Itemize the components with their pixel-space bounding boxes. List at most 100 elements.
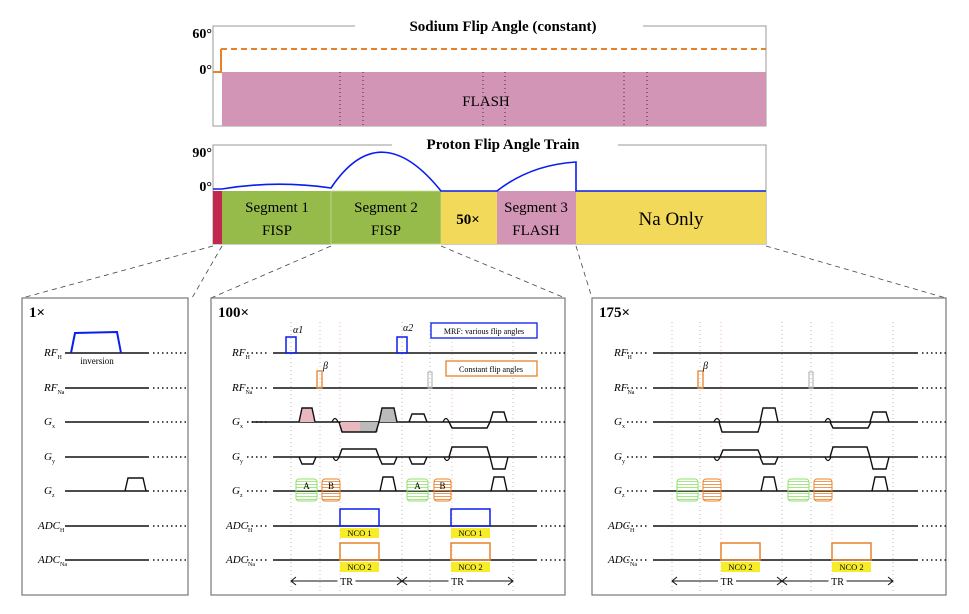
tr-label: TR [451,577,464,588]
segment-3-block [497,191,576,244]
row-label-main: ADC [37,554,61,566]
row-label-adc-h: ADCH [37,520,65,534]
panel-frame [210,297,566,596]
repeat-label: 50× [456,212,480,228]
na-only-label: Na Only [639,209,704,230]
gy-readout [719,449,762,458]
rf-h-pulse-alpha1 [285,336,297,354]
repeat-count: 1× [29,305,45,321]
rf-na-pulse-beta [697,370,704,389]
segment-3-type: FLASH [512,223,560,239]
adc-h-window-label: NCO 1 [347,528,371,538]
gx-blip [713,417,721,423]
row-label-gy: Gy [44,451,55,465]
gy-rewinder [378,456,398,465]
row-label-sub: H [60,528,65,534]
row-label-main: G [614,451,622,463]
repeat-count: 175× [599,305,630,321]
alpha2-label: α2 [403,323,413,334]
segment-1-block [222,191,331,244]
adc-na-window-label: NCO 2 [728,562,752,572]
proton-flip-angle-panel: Proton Flip Angle Train 90° 0° Segment 1… [192,134,767,245]
inversion-block [213,191,222,244]
row-label-main: G [232,451,240,463]
gy-rewinder-2 [489,456,509,470]
row-label-main: RF [613,347,628,359]
row-label-main: G [44,416,52,428]
sodium-flash-block [222,72,766,126]
adc-na-window-2-label-bg [451,562,490,572]
row-label-main: G [232,416,240,428]
row-label-sub: H [248,528,253,534]
row-label-main: G [44,485,52,497]
tr-arrow-heads [401,576,514,586]
legend-mrf-box [430,322,538,339]
gx-readout-fill-a [341,422,360,432]
sodium-y-min-label: 0° [199,63,212,78]
row-label-sub: Na [60,562,67,568]
tr-label-bg [718,575,736,586]
adc-na-window-2-label: NCO 2 [458,562,482,572]
row-label-adc-na: ADCNa [37,554,67,568]
gz-block-b [321,478,341,502]
row-label-sub: y [622,459,625,465]
gx-readout-2 [448,421,491,429]
repeat-block [441,191,497,244]
gz-spoiler [379,476,397,492]
sodium-segment-dividers [339,72,648,126]
panel-frame [21,297,189,596]
row-label-sub: Na [248,562,255,568]
gy-readout [338,448,380,458]
row-label-sub: Na [627,390,634,396]
gz-block-a [295,478,318,502]
row-label-gx: Gx [614,416,625,430]
row-label-main: RF [231,382,246,394]
gx-prephase-2 [408,413,428,423]
gz-block-a-2 [406,478,429,502]
row-label-main: G [614,485,622,497]
tr-label: TR [340,577,353,588]
row-label-gy: Gy [232,451,243,465]
segment-3-name: Segment 3 [504,200,568,216]
row-label-sub: Na [57,390,64,396]
gy-blip [713,456,721,462]
gx-blip [331,417,339,423]
row-label-main: RF [231,347,246,359]
gz-block-b-label: B [328,481,334,491]
gx-readout [338,421,380,433]
gx-rewinder [378,407,398,423]
gz-block-a-label: A [303,481,310,491]
segment-1-name: Segment 1 [245,200,309,216]
gx-rewinder [759,407,779,423]
gy-readout-2 [448,446,491,458]
row-label-rf-na: RFNa [613,382,635,396]
sequence-panels: 1×RFHRFNaGxGyGzADCHADCNainversion100×RFH… [21,297,947,596]
row-label-gz: Gz [614,485,625,499]
tr-label-bg [828,575,847,586]
row-label-sub: x [52,424,55,430]
row-label-main: ADC [607,520,631,532]
gy-blip [332,456,340,462]
rf-h-pulse-alpha2 [396,336,408,354]
adc-na-window-label-bg [721,562,760,572]
gz-spoiler-2 [871,476,889,492]
alpha1-label: α1 [293,325,303,336]
sodium-flip-angle-panel: Sodium Flip Angle (constant) 60° 0° FLAS… [192,16,767,127]
gx-readout [718,421,762,433]
gz-spoiler [124,477,147,492]
row-label-adc-h: ADCH [225,520,253,534]
row-label-sub: Na [630,562,637,568]
row-label-rf-h: RFH [231,347,250,361]
gx-rewinder-2 [489,411,508,423]
adc-h-window [339,508,380,527]
row-label-gz: Gz [44,485,55,499]
sodium-flash-label: FLASH [462,94,510,110]
gy-readout-2 [829,446,871,458]
gz-block-a-2 [787,478,810,502]
segment-2-type: FISP [371,223,401,239]
adc-h-window-2-label: NCO 1 [458,528,482,538]
row-label-gy: Gy [614,451,625,465]
